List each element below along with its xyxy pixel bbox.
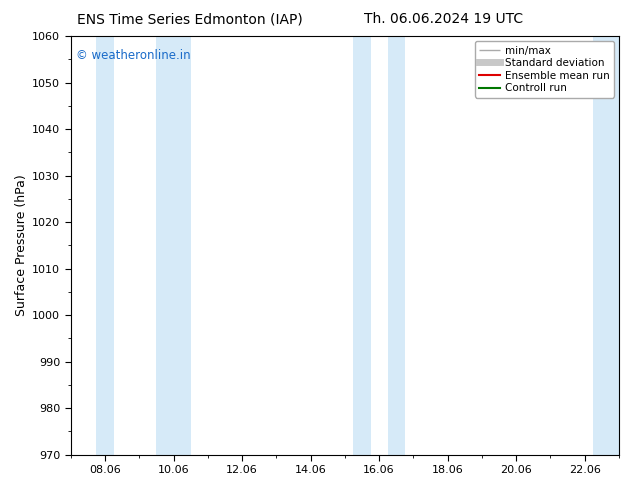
Bar	[353, 36, 370, 455]
Legend: min/max, Standard deviation, Ensemble mean run, Controll run: min/max, Standard deviation, Ensemble me…	[475, 41, 614, 98]
Text: © weatheronline.in: © weatheronline.in	[76, 49, 191, 62]
Text: ENS Time Series Edmonton (IAP): ENS Time Series Edmonton (IAP)	[77, 12, 303, 26]
Bar	[593, 36, 619, 455]
Bar	[157, 36, 191, 455]
Text: Th. 06.06.2024 19 UTC: Th. 06.06.2024 19 UTC	[365, 12, 523, 26]
Y-axis label: Surface Pressure (hPa): Surface Pressure (hPa)	[15, 174, 28, 316]
Bar	[96, 36, 113, 455]
Bar	[387, 36, 405, 455]
